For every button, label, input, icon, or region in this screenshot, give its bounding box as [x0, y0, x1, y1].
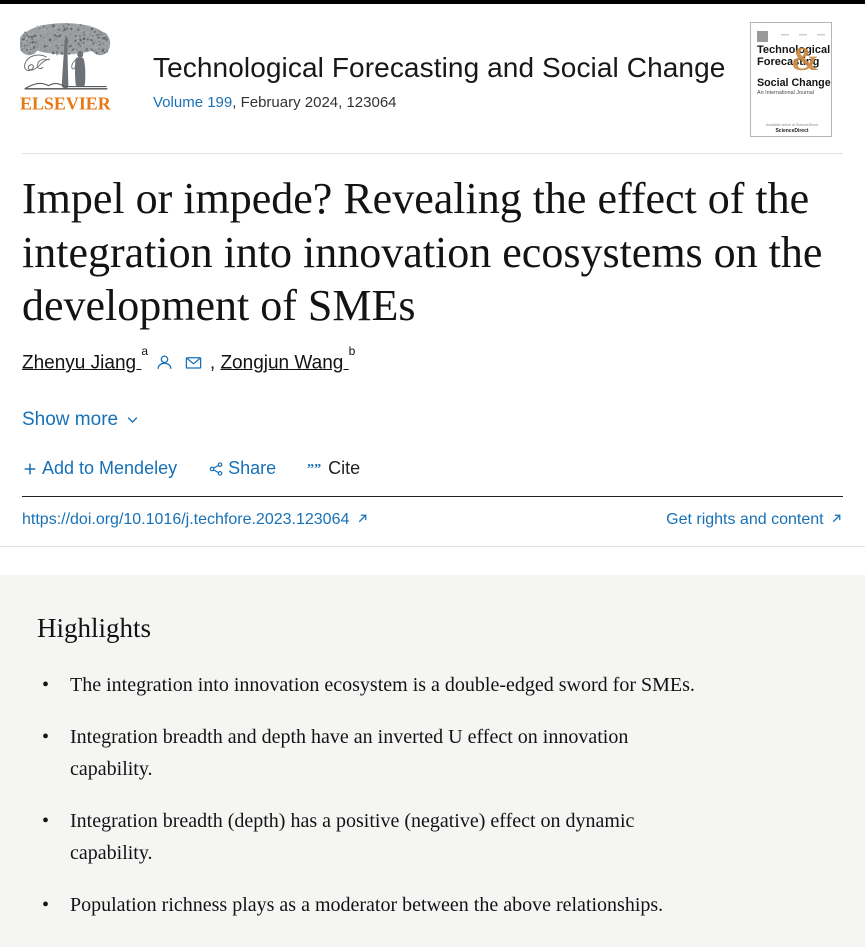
svg-text:An International Journal: An International Journal: [757, 90, 814, 96]
svg-text:””: ””: [307, 461, 321, 477]
svg-text:ELSEVIER: ELSEVIER: [20, 94, 112, 114]
svg-text:ScienceDirect: ScienceDirect: [775, 128, 808, 134]
svg-text:&: &: [791, 41, 819, 78]
svg-text:Social Change: Social Change: [757, 77, 831, 89]
svg-text:Available online at ScienceDir: Available online at ScienceDirect: [766, 123, 818, 127]
